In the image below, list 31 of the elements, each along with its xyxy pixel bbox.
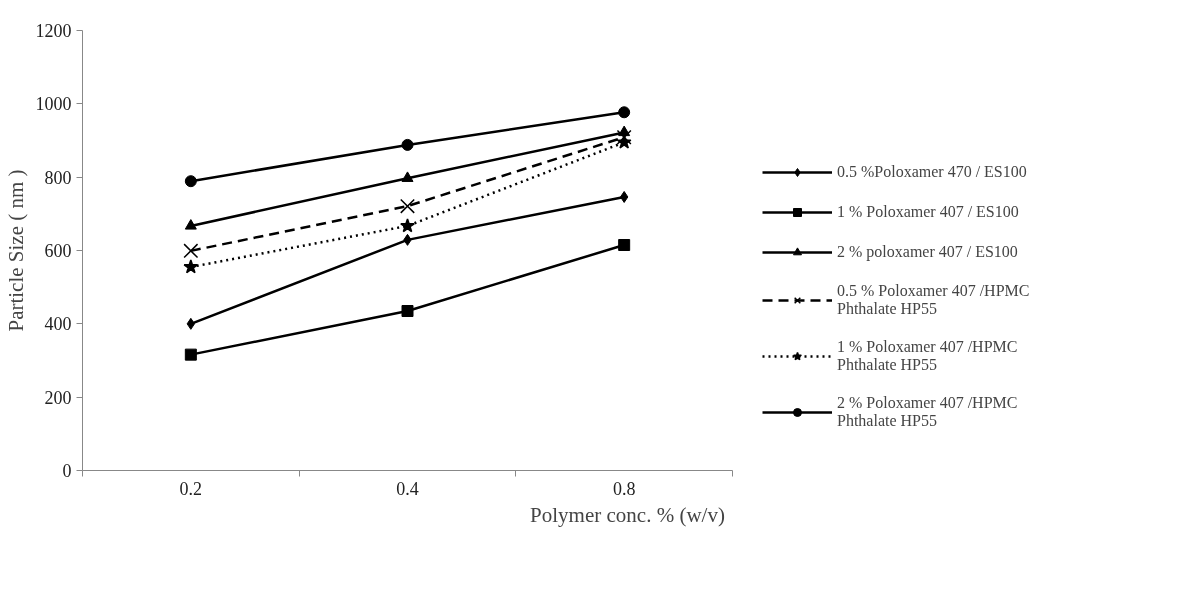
point <box>618 239 631 251</box>
point <box>616 134 632 149</box>
legend-label: 1 % Poloxamer 407 /HPMC Phthalate HP55 <box>837 338 1018 374</box>
y-axis-title: Particle Size ( nm ) <box>3 169 28 332</box>
legend-label: 2 % poloxamer 407 / ES100 <box>837 243 1018 261</box>
x-tick-label: 0.4 <box>396 478 419 499</box>
legend-label: 0.5 %Poloxamer 470 / ES100 <box>837 163 1027 181</box>
point <box>183 259 199 274</box>
y-tick-label: 800 <box>44 167 72 188</box>
x-tick-label: 0.8 <box>612 478 636 499</box>
point <box>401 305 414 317</box>
point <box>184 175 197 188</box>
point <box>400 198 415 214</box>
point <box>184 348 197 361</box>
y-tick-label: 600 <box>44 241 72 261</box>
point <box>618 106 631 119</box>
point <box>400 218 415 233</box>
y-tick-label: 1200 <box>35 21 72 41</box>
legend-label: 2 % Poloxamer 407 /HPMC Phthalate HP55 <box>837 394 1018 430</box>
y-tick-label: 200 <box>44 387 72 408</box>
point <box>401 138 414 151</box>
y-tick-label: 400 <box>44 314 72 335</box>
point <box>401 171 414 182</box>
point <box>184 219 197 230</box>
x-tick-label: 0.2 <box>179 478 203 499</box>
legend-label: 1 % Poloxamer 407 / ES100 <box>837 203 1019 221</box>
legend-label: 0.5 % Poloxamer 407 /HPMC Phthalate HP55 <box>837 282 1030 318</box>
point <box>183 243 199 259</box>
y-tick-label: 0 <box>62 461 72 481</box>
y-tick-label: 1000 <box>35 94 72 115</box>
x-axis-title: Polymer conc. % (w/v) <box>530 502 725 527</box>
